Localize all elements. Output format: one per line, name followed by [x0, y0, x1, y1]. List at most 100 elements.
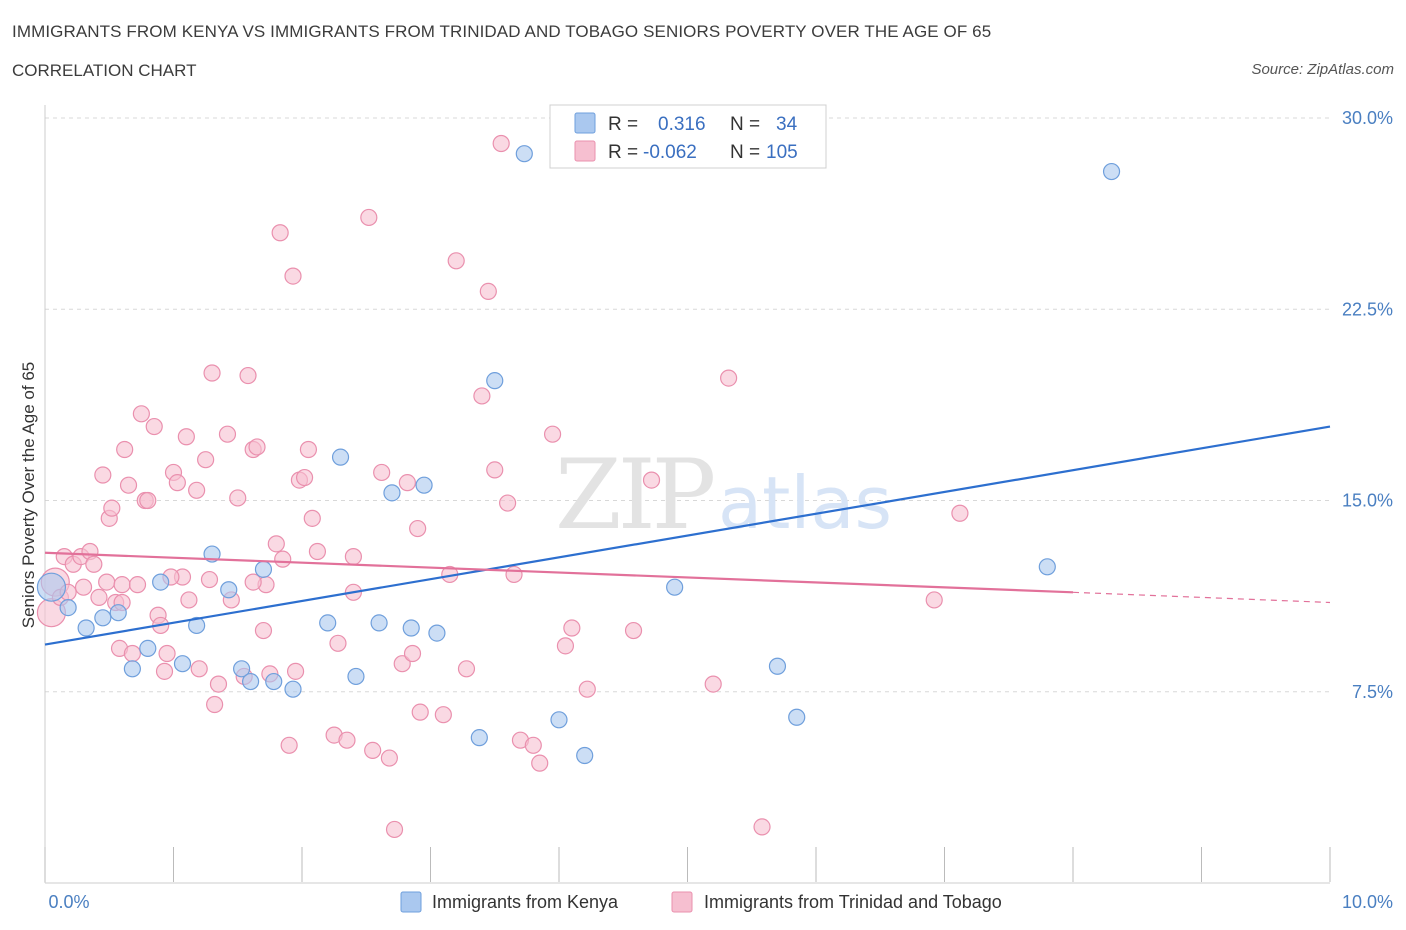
tt-point-20 — [123, 644, 141, 663]
tt-point-59 — [308, 542, 327, 561]
tt-point-68 — [393, 655, 411, 673]
tt-point-57 — [299, 440, 318, 459]
tt-point-56 — [295, 468, 314, 487]
tt-point-63 — [344, 547, 362, 566]
tick-labels: 7.5% 15.0% 22.5% 30.0% 0.0% 10.0% — [48, 108, 1393, 912]
tt-point-66 — [380, 749, 398, 767]
y-axis-label: Seniors Poverty Over the Age of 65 — [19, 362, 38, 628]
kenya-point-31 — [768, 657, 787, 675]
tt-point-97 — [200, 570, 219, 589]
tt-point-37 — [197, 451, 215, 469]
x-tick-label-1: 10.0% — [1342, 892, 1393, 912]
legend-r-label-1: R = — [608, 114, 638, 135]
tt-point-65 — [373, 463, 391, 482]
kenya-point-11 — [220, 581, 238, 599]
bottom-legend: Immigrants from Kenya Immigrants from Tr… — [400, 891, 1002, 913]
tt-point-81 — [499, 494, 517, 512]
tt-point-34 — [180, 591, 198, 609]
tt-point-38 — [203, 364, 221, 382]
legend-r-label-2: R = — [608, 142, 638, 163]
tt-point-76 — [457, 660, 476, 678]
legend-r-value-1: 0.316 — [658, 114, 706, 135]
kenya-point-22 — [402, 619, 420, 637]
kenya-point-0 — [36, 572, 67, 602]
kenya-point-32 — [788, 708, 806, 726]
tt-point-47 — [248, 438, 266, 456]
tt-point-84 — [524, 736, 542, 754]
legend-r-value-2: -0.062 — [643, 142, 697, 163]
bottom-legend-label-tt: Immigrants from Trinidad and Tobago — [704, 892, 1002, 912]
kenya-point-26 — [486, 372, 504, 390]
tt-point-80 — [492, 134, 510, 153]
kenya-point-17 — [319, 614, 337, 632]
kenya-point-18 — [331, 448, 350, 466]
kenya-point-9 — [188, 616, 206, 635]
tt-point-91 — [642, 471, 661, 489]
tt-point-70 — [403, 644, 422, 663]
tt-point-62 — [338, 731, 356, 749]
kenya-point-7 — [152, 573, 170, 591]
chart-subtitle: CORRELATION CHART — [12, 61, 197, 80]
tt-point-61 — [329, 634, 347, 652]
legend-n-value-1: 34 — [776, 114, 798, 135]
kenya-point-20 — [370, 614, 388, 632]
tt-point-12 — [98, 573, 116, 591]
tt-point-92 — [704, 675, 722, 693]
tt-point-86 — [543, 425, 562, 443]
kenya-point-16 — [284, 680, 302, 698]
kenya-point-5 — [123, 660, 141, 678]
kenya-point-23 — [415, 476, 433, 494]
tt-point-25 — [145, 417, 163, 436]
kenya-point-34 — [1102, 162, 1121, 181]
tt-point-39 — [206, 695, 224, 714]
tt-point-17 — [113, 576, 131, 594]
legend-n-value-2: 105 — [766, 142, 798, 163]
tt-point-41 — [218, 425, 237, 443]
y-tick-label-1: 15.0% — [1342, 491, 1393, 511]
tt-point-88 — [563, 619, 581, 637]
tt-point-14 — [103, 499, 121, 517]
kenya-point-3 — [94, 609, 112, 627]
kenya-point-27 — [515, 145, 533, 163]
kenya-point-19 — [347, 667, 365, 686]
tt-point-78 — [479, 282, 497, 300]
kenya-point-21 — [383, 484, 401, 502]
kenya-point-8 — [173, 655, 192, 673]
tt-point-33 — [177, 428, 195, 446]
kenya-point-30 — [666, 578, 684, 596]
tt-point-40 — [209, 675, 228, 693]
tt-point-75 — [447, 252, 465, 270]
tt-point-101 — [284, 267, 302, 285]
tt-point-28 — [155, 662, 174, 680]
bottom-legend-label-kenya: Immigrants from Kenya — [432, 892, 619, 912]
kenya-point-28 — [550, 711, 568, 729]
legend-swatch-tt — [574, 140, 596, 162]
tt-point-18 — [116, 440, 134, 459]
kenya-point-29 — [576, 746, 594, 765]
tt-point-35 — [188, 481, 206, 499]
tt-point-89 — [578, 680, 596, 698]
tt-point-102 — [244, 573, 262, 591]
kenya-point-13 — [242, 672, 260, 691]
legend-n-label-1: N = — [730, 114, 760, 135]
tt-point-94 — [753, 818, 771, 836]
tt-point-96 — [951, 504, 969, 522]
kenya-point-4 — [109, 604, 127, 622]
tt-point-85 — [531, 754, 549, 772]
tt-point-71 — [409, 519, 427, 538]
axes — [44, 105, 1331, 884]
tt-point-10 — [90, 588, 108, 607]
watermark-zip: ZIP — [555, 439, 714, 551]
kenya-point-25 — [470, 729, 488, 747]
tt-point-24 — [139, 491, 157, 510]
tt-trend-line-extension — [1072, 591, 1331, 604]
legend-n-label-2: N = — [730, 142, 760, 163]
tt-point-99 — [360, 208, 378, 227]
tt-point-100 — [271, 224, 289, 242]
tt-point-31 — [168, 474, 186, 492]
tt-point-77 — [473, 387, 491, 405]
tt-point-53 — [280, 736, 298, 754]
kenya-point-12 — [233, 660, 251, 678]
trend-lines — [44, 425, 1331, 646]
grid-lines — [45, 117, 1330, 693]
